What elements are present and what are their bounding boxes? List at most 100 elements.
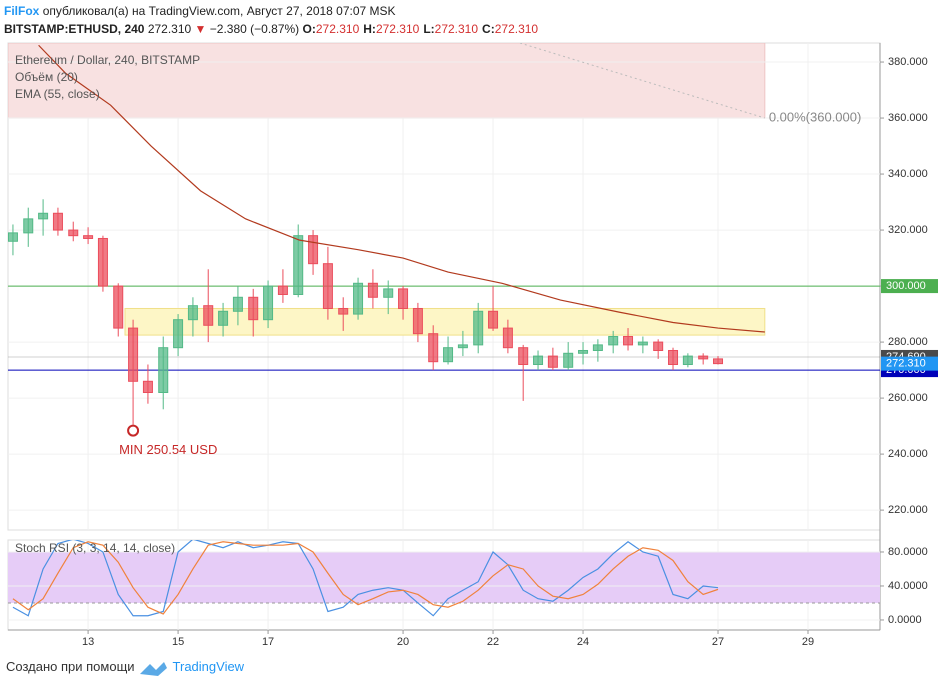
brand: TradingView: [172, 659, 245, 674]
y-tick-label: 280.000: [888, 336, 928, 348]
ohlc-key: C:: [482, 22, 495, 36]
candle-body: [248, 296, 259, 321]
rsi-line: [12, 540, 719, 617]
candle-body: [592, 344, 603, 351]
candle-body: [83, 235, 94, 239]
candle-body: [623, 335, 634, 346]
header-line: BITSTAMP:ETHUSD, 240 272.310 ▼ −2.380 (−…: [4, 20, 542, 38]
candle-body: [293, 235, 304, 295]
ohlc-value: 272.310: [494, 22, 539, 36]
candle-body: [113, 285, 124, 329]
header: FilFox опубликовал(а) на TradingView.com…: [4, 2, 542, 38]
x-tick-label: 17: [262, 636, 274, 648]
chart-title: Ethereum / Dollar, 240, BITSTAMP: [15, 53, 200, 67]
change: −2.380 (−0.87%): [209, 22, 300, 36]
candle-body: [322, 263, 333, 309]
candle-body: [473, 310, 484, 346]
candle-body: [277, 285, 288, 295]
price-box: [881, 279, 938, 294]
candle-body: [203, 305, 214, 326]
ohlc: O:272.310 H:272.310 L:272.310 C:272.310: [303, 22, 543, 36]
candle-body: [637, 341, 648, 346]
candle-body: [187, 305, 198, 321]
symbol: BITSTAMP:ETHUSD, 240: [4, 22, 145, 36]
candle-body: [518, 347, 529, 365]
arrow: ▼: [194, 22, 207, 36]
ohlc-key: H:: [363, 22, 376, 36]
footer: Создано при помощи TradingView: [6, 659, 244, 674]
candle-body: [698, 355, 709, 360]
candle-body: [428, 333, 439, 363]
candle-body: [533, 355, 544, 365]
price-box-label: 300.000: [886, 280, 926, 292]
price-box: [881, 356, 938, 371]
candle-body: [218, 310, 229, 326]
rsi-band: [8, 551, 880, 603]
candle-body: [682, 355, 693, 365]
candle-body: [608, 335, 619, 346]
candle-body: [383, 288, 394, 298]
y-tick-label: 340.000: [888, 168, 928, 180]
candle-body: [412, 307, 423, 335]
x-tick-label: 22: [487, 636, 499, 648]
y-tick-label: 260.000: [888, 392, 928, 404]
candle-body: [488, 310, 499, 329]
candle-body: [338, 307, 349, 315]
zone: [124, 307, 766, 336]
candle-body: [142, 380, 153, 393]
ohlc-value: 272.310: [434, 22, 479, 36]
author: FilFox: [4, 4, 40, 18]
ema-line: [38, 44, 765, 333]
legend-item: EMA (55, close): [15, 87, 100, 101]
x-tick-label: 29: [802, 636, 814, 648]
axis-layer: 13 15 17 20 22 24 27 29 220.000 240.000 260.000 280…: [82, 56, 938, 648]
candle-body: [38, 212, 49, 220]
ohlc-key: O:: [302, 22, 316, 36]
candle-body: [668, 349, 679, 365]
candle-body: [353, 282, 364, 315]
x-tick-label: 13: [82, 636, 94, 648]
y-tick-label: 240.000: [888, 448, 928, 460]
candle-body: [232, 296, 243, 312]
candle-body: [308, 235, 319, 265]
x-tick-label: 24: [577, 636, 589, 648]
candle-body: [158, 347, 169, 393]
y-tick-label: 220.000: [888, 504, 928, 516]
candle-body: [443, 347, 454, 363]
fib-label: 0.00%(360.000): [769, 109, 862, 124]
zone: [8, 43, 766, 119]
y-tick-label: 80.0000: [888, 546, 928, 558]
candle-body: [398, 288, 409, 309]
candle-body: [502, 327, 513, 349]
y-tick-label: 40.0000: [888, 580, 928, 592]
last: 272.310: [147, 22, 192, 36]
candle-body: [713, 358, 724, 365]
price-layer: [8, 43, 880, 530]
ohlc-value: 272.310: [315, 22, 360, 36]
y-tick-label: 380.000: [888, 56, 928, 68]
x-tick-label: 27: [712, 636, 724, 648]
price-box-label: 272.310: [886, 358, 926, 370]
min-marker: [127, 424, 140, 437]
candle-body: [52, 212, 63, 231]
candle-body: [68, 229, 79, 237]
min-label: MIN 250.54 USD: [119, 442, 217, 457]
candle-body: [367, 282, 378, 298]
rsi-title: Stoch RSI (3, 3, 14, 14, close): [15, 541, 175, 555]
footer-text: Создано при помощи: [6, 659, 135, 674]
y-tick-label: 320.000: [888, 224, 928, 236]
y-tick-label: 0.0000: [888, 614, 922, 626]
candle-body: [653, 341, 664, 351]
candle-body: [173, 319, 184, 349]
candle-body: [263, 285, 274, 321]
x-tick-label: 15: [172, 636, 184, 648]
y-tick-label: 360.000: [888, 112, 928, 124]
candle-body: [23, 218, 34, 234]
ohlc-value: 272.310: [375, 22, 420, 36]
logo: [140, 662, 167, 676]
candle-body: [457, 344, 468, 349]
ohlc-key: L:: [423, 22, 435, 36]
legend-item: Объём (20): [15, 70, 78, 84]
header-line: FilFox опубликовал(а) на TradingView.com…: [4, 2, 542, 20]
